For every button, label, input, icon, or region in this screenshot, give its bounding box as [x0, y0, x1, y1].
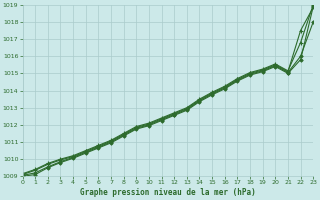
X-axis label: Graphe pression niveau de la mer (hPa): Graphe pression niveau de la mer (hPa) — [80, 188, 256, 197]
